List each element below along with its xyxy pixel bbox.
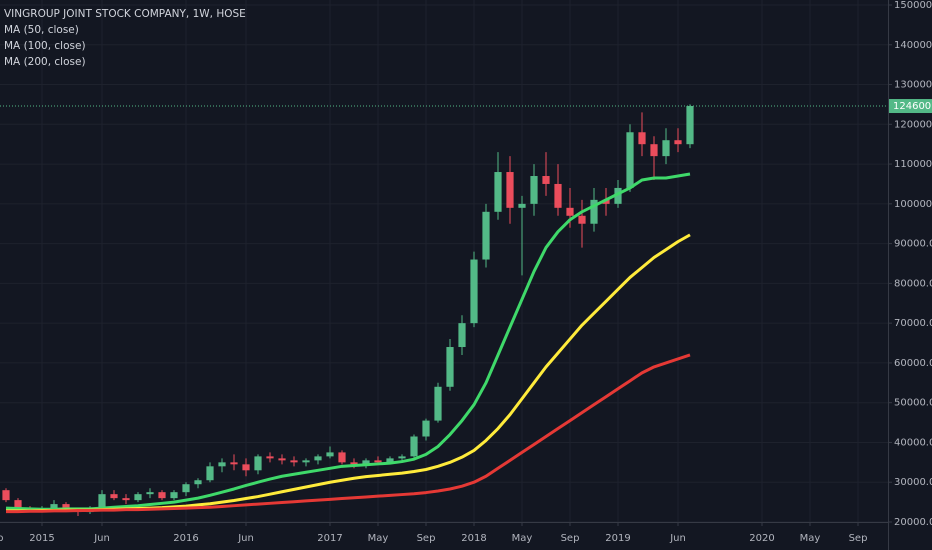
candle-body [350,462,358,465]
candle-body [614,187,622,204]
candle-body [650,144,658,157]
y-tick-label: 40000.0 [894,437,932,448]
x-tick-label: May [800,533,821,544]
y-tick-label: 120000.0 [894,119,932,130]
candle-body [662,140,670,157]
y-tick-label: 150000.0 [894,0,932,11]
candle-body [446,347,454,387]
x-tick-label: 2016 [173,533,198,544]
candle-body [122,498,130,501]
candle-body [254,456,262,471]
ma-line [5,172,691,511]
x-tick-label: 2019 [605,533,630,544]
candle-body [470,259,478,324]
x-tick-label: 2017 [317,533,342,544]
y-tick-label: 70000.0 [894,318,932,329]
candle-body [530,176,538,204]
y-tick-label: 140000.0 [894,40,932,51]
candle-body [134,494,142,501]
candle-body [506,172,514,208]
x-tick-label: May [368,533,389,544]
legend-entry: MA (200, close) [4,56,86,68]
candle-body [566,207,574,216]
x-tick-label: Jun [669,533,686,544]
candle-body [542,176,550,184]
x-tick-label: 2018 [461,533,486,544]
x-tick-label: 2015 [29,533,54,544]
candle-body [2,490,10,501]
legend-entry: MA (50, close) [4,24,79,36]
y-tick-label: 130000.0 [894,80,932,91]
candle-body [674,140,682,145]
x-tick-label: Sep [417,533,436,544]
candle-body [206,466,214,481]
candle-body [626,132,634,188]
candle-body [278,458,286,461]
candle-body [314,456,322,461]
x-tick-label: Sep [849,533,868,544]
y-tick-label: 60000.0 [894,358,932,369]
x-tick-label: Sep [0,533,3,544]
candle-body [98,494,106,509]
candle-body [266,456,274,459]
candle-body [326,452,334,457]
candle-body [338,452,346,463]
candle-body [386,458,394,463]
candle-body [434,386,442,421]
candle-body [302,460,310,463]
x-tick-label: May [512,533,533,544]
candle-body [170,492,178,499]
x-tick-label: Jun [93,533,110,544]
candle-body [602,199,610,204]
x-tick-label: 2020 [749,533,774,544]
candle-body [494,172,502,212]
candle-body [686,106,694,145]
candle-body [110,494,118,499]
candle-body [182,484,190,493]
candle-body [458,323,466,348]
candle-body [578,215,586,224]
ma-line [6,353,691,514]
candle-body [638,132,646,145]
y-tick-label: 30000.0 [894,477,932,488]
candle-body [422,420,430,437]
candle-body [158,492,166,499]
candle-body [362,460,370,465]
candle-body [518,203,526,208]
candle-body [14,500,22,509]
candle-body [374,460,382,463]
candle-body [410,436,418,457]
candle-body [50,504,58,509]
last-price-label: 124600.0 [893,101,932,112]
last-price-box [889,99,932,114]
candle-body [242,464,250,471]
candle-body [146,492,154,495]
y-tick-label: 90000.0 [894,239,932,250]
candle-body [194,480,202,485]
legend-entry: MA (100, close) [4,40,86,52]
candle-body [62,504,70,511]
y-tick-label: 20000.0 [894,517,932,528]
candle-body [398,456,406,459]
y-tick-label: 110000.0 [894,159,932,170]
y-tick-label: 80000.0 [894,278,932,289]
candle-body [590,199,598,224]
x-tick-label: Sep [561,533,580,544]
candle-body [230,462,238,465]
candle-body [290,460,298,463]
x-tick-label: Jun [237,533,254,544]
y-tick-label: 50000.0 [894,398,932,409]
y-tick-label: 100000.0 [894,199,932,210]
grid [0,0,888,522]
plot [0,104,888,517]
candle-body [554,183,562,208]
candle-body [482,211,490,260]
chart-title: VINGROUP JOINT STOCK COMPANY, 1W, HOSE [4,8,246,20]
candle-body [218,462,226,467]
